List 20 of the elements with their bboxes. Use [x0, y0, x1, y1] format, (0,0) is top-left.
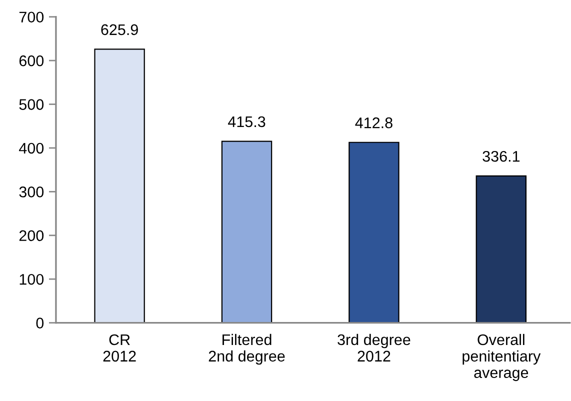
y-tick-label: 600: [19, 55, 44, 66]
y-tick-label: 200: [19, 230, 44, 242]
y-tick-label: 500: [19, 99, 44, 110]
y-tick-label: 100: [20, 274, 44, 285]
bar: [221, 140, 272, 323]
y-tick-label: 0: [36, 318, 44, 328]
x-tick-label: CR 2012: [103, 334, 136, 362]
y-tick-label: 300: [19, 186, 44, 198]
data-label: 415.3: [228, 116, 266, 128]
data-label: 336.1: [482, 150, 520, 162]
y-tick-label: 700: [19, 12, 44, 23]
bar: [476, 175, 527, 323]
x-tick-label: Filtered 2nd degree: [208, 334, 285, 365]
data-label: 412.8: [355, 117, 392, 128]
data-label: 625.9: [101, 24, 138, 36]
x-tick-label: Overall penitentiary average: [462, 334, 541, 382]
x-tick-label: 3rd degree 2012: [338, 334, 410, 362]
bar: [348, 142, 400, 323]
y-tick-label: 400: [19, 142, 44, 154]
bar: [94, 48, 145, 323]
